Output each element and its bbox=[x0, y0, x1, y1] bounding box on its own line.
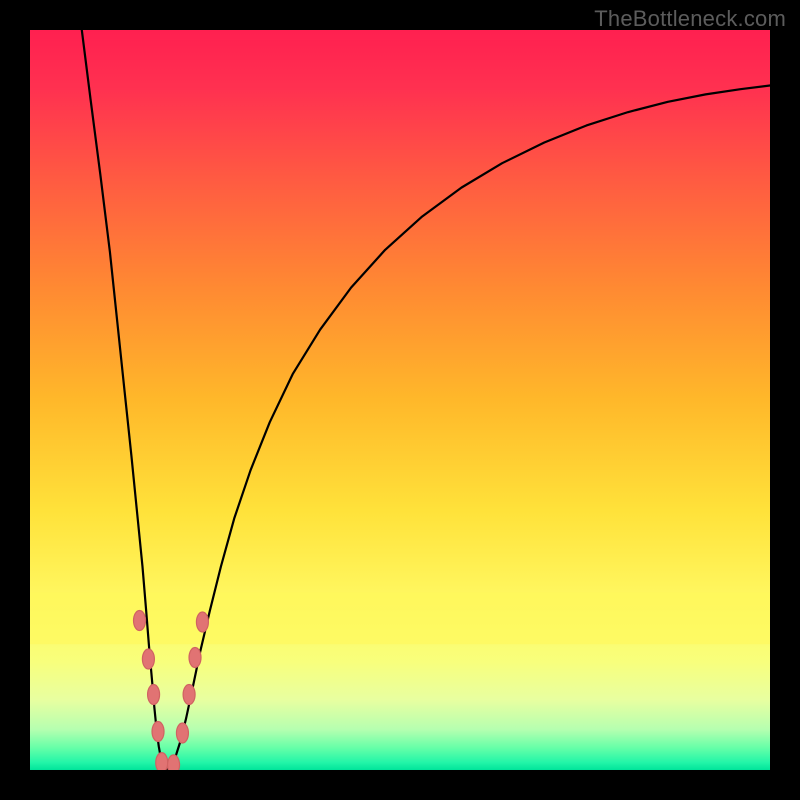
dip-marker bbox=[156, 753, 168, 770]
bottleneck-plot bbox=[30, 30, 770, 770]
dip-marker bbox=[152, 722, 164, 742]
dip-marker bbox=[142, 649, 154, 669]
watermark-text: TheBottleneck.com bbox=[594, 6, 786, 32]
dip-marker bbox=[183, 685, 195, 705]
dip-marker bbox=[176, 723, 188, 743]
dip-marker bbox=[196, 612, 208, 632]
dip-marker bbox=[168, 755, 180, 770]
figure-root: TheBottleneck.com bbox=[0, 0, 800, 800]
dip-marker bbox=[148, 685, 160, 705]
dip-marker bbox=[189, 648, 201, 668]
dip-marker bbox=[134, 611, 146, 631]
gradient-background bbox=[30, 30, 770, 770]
